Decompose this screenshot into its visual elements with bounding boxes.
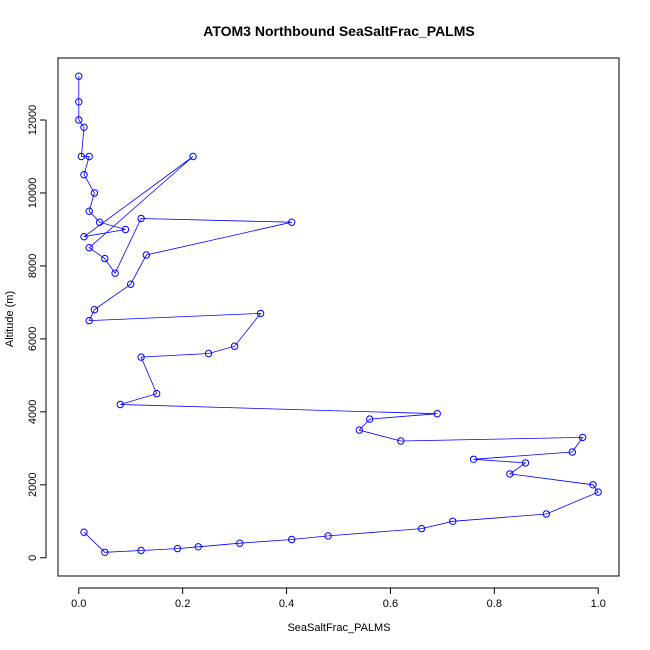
data-point — [137, 353, 145, 361]
data-point — [85, 152, 93, 161]
data-point — [594, 488, 602, 496]
data-point — [324, 532, 332, 540]
data-point — [521, 459, 530, 467]
data-point — [137, 546, 145, 555]
data-point — [121, 225, 130, 234]
data-point — [90, 306, 99, 314]
data-point — [80, 233, 88, 241]
data-point — [85, 316, 93, 325]
data-point — [95, 218, 104, 226]
data-point — [506, 470, 514, 478]
data-point — [417, 524, 426, 533]
data-point — [589, 481, 597, 489]
y-tick-label: 10000 — [27, 178, 39, 209]
data-point — [90, 189, 99, 197]
data-point — [288, 218, 296, 226]
data-point — [75, 98, 83, 106]
data-point — [256, 309, 265, 318]
data-point — [153, 389, 161, 398]
x-axis: 0.0 0.2 0.4 0.6 0.8 1.0 — [71, 587, 606, 610]
data-point — [578, 433, 587, 442]
data-point — [80, 528, 88, 536]
data-point — [469, 455, 478, 463]
plot-area — [75, 72, 602, 556]
y-tick-label: 0 — [27, 555, 39, 561]
data-point — [568, 448, 576, 456]
y-tick-label: 12000 — [27, 105, 39, 136]
x-tick-label: 0.4 — [279, 598, 294, 610]
x-tick-label: 0.0 — [71, 598, 86, 610]
y-tick-label: 2000 — [27, 473, 39, 497]
series-line — [78, 76, 599, 553]
data-point — [142, 251, 151, 259]
data-point — [433, 410, 441, 418]
data-point — [397, 437, 405, 445]
y-tick-label: 4000 — [27, 400, 39, 424]
x-axis-label: SeaSaltFrac_PALMS — [287, 622, 390, 634]
data-point — [127, 280, 135, 288]
data-point — [230, 342, 239, 350]
data-point — [542, 510, 550, 518]
data-point — [116, 400, 125, 409]
data-point — [366, 415, 374, 423]
x-tick-label: 0.2 — [175, 598, 190, 610]
data-point — [173, 544, 182, 553]
data-point — [77, 152, 86, 161]
x-tick-label: 0.6 — [383, 598, 398, 610]
data-point — [111, 269, 119, 277]
data-point — [85, 207, 93, 215]
x-tick-label: 1.0 — [591, 598, 606, 610]
data-point — [355, 426, 363, 434]
data-point — [101, 254, 109, 263]
data-point — [236, 539, 244, 547]
data-point — [101, 548, 109, 556]
y-tick-label: 8000 — [27, 254, 39, 278]
y-axis: 0 2000 4000 6000 8000 10000 12000 — [27, 105, 47, 561]
chart-title: ATOM3 Northbound SeaSaltFrac_PALMS — [203, 23, 474, 39]
data-point — [449, 517, 457, 525]
data-point — [75, 116, 83, 124]
data-point — [85, 244, 93, 252]
y-tick-label: 6000 — [27, 327, 39, 351]
data-point — [288, 535, 296, 544]
data-point — [80, 123, 88, 132]
x-tick-label: 0.8 — [487, 598, 502, 610]
data-point — [204, 349, 213, 358]
data-point — [194, 543, 203, 551]
data-point — [75, 72, 83, 80]
data-point — [189, 152, 197, 161]
data-point — [80, 171, 88, 179]
plot-frame — [57, 57, 620, 577]
data-point — [137, 214, 145, 223]
y-axis-label: Altitude (m) — [4, 291, 16, 347]
